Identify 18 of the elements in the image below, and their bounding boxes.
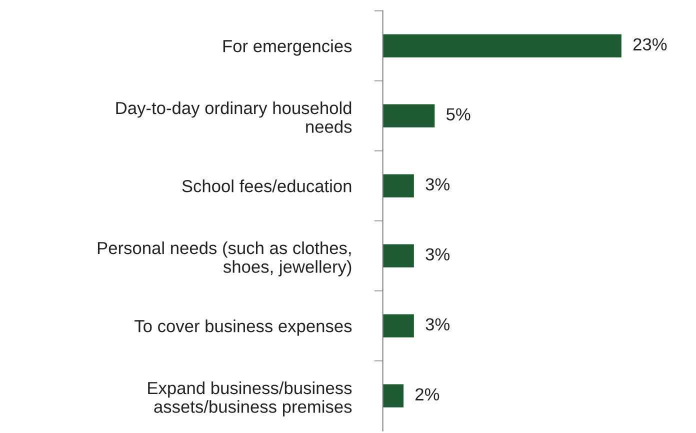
data-label: 3%	[426, 248, 450, 260]
y-tick-label: Personal needs (such as clothes, shoes, jewellery)	[98, 241, 352, 276]
y-tick-label: For emergencies	[223, 40, 352, 56]
bar	[382, 384, 404, 408]
data-label: 3%	[426, 178, 450, 190]
y-tick-label: To cover business expenses	[134, 320, 352, 336]
y-tick-label: Expand business/business assets/business premises	[148, 381, 352, 416]
data-label: 3%	[426, 318, 450, 330]
bar	[382, 34, 622, 58]
bar	[382, 174, 414, 198]
bar	[382, 244, 414, 268]
bar	[382, 104, 435, 128]
data-label: 23%	[633, 38, 667, 50]
bar	[382, 314, 414, 338]
y-tick-label: Day-to-day ordinary household needs	[116, 101, 352, 133]
data-label: 5%	[446, 108, 470, 120]
data-label: 2%	[416, 388, 440, 400]
y-tick-label: School fees/education	[182, 180, 352, 192]
